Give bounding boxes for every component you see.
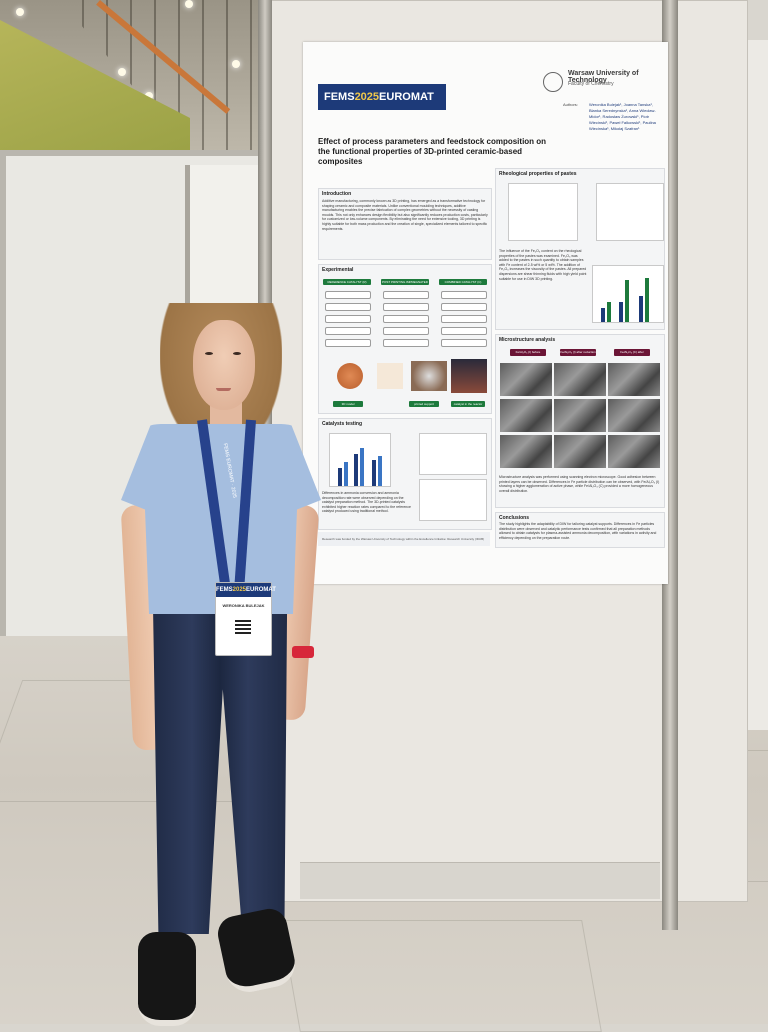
- scientific-poster: FEMS2025EUROMAT Warsaw University of Tec…: [303, 42, 668, 584]
- qr-code-icon: [235, 618, 251, 634]
- conclusions-title: Conclusions: [499, 515, 530, 521]
- rheology-text: The influence of the Fe₂O₃ content on th…: [499, 249, 587, 281]
- eye-icon: [205, 352, 213, 355]
- person-mouth: [216, 388, 231, 391]
- catalyst-line-chart-2: [419, 479, 487, 521]
- exp-label-support: printed support: [409, 401, 439, 407]
- conference-logo: FEMS2025EUROMAT: [318, 84, 446, 110]
- process-step: [383, 291, 429, 299]
- exp-column-reference: REFERENCE CATALYST (R): [323, 279, 371, 285]
- process-step: [441, 315, 487, 323]
- sem-image: [608, 363, 660, 396]
- eye-icon: [233, 352, 241, 355]
- ceiling-light: [232, 60, 240, 68]
- micro-label-after-i: Fe/Al₂O₃ (I) after reduction: [560, 349, 596, 356]
- sem-image: [500, 435, 552, 468]
- conclusions-section: Conclusions The study highlights the ada…: [495, 512, 665, 548]
- printed-support-image: [377, 363, 403, 389]
- authors-label: Authors:: [563, 102, 578, 107]
- microstructure-text: Microstructure analysis was performed us…: [499, 475, 660, 493]
- sem-image: [554, 399, 606, 432]
- process-step: [325, 327, 371, 335]
- process-step: [325, 339, 371, 347]
- ceiling-light: [16, 8, 24, 16]
- sem-image: [554, 435, 606, 468]
- badge-logo: FEMS2025EUROMAT: [216, 583, 276, 597]
- sem-image: [500, 363, 552, 396]
- sem-image: [500, 399, 552, 432]
- faculty-name: Faculty of Chemistry: [568, 81, 614, 87]
- process-step: [383, 303, 429, 311]
- sem-image: [608, 399, 660, 432]
- ceiling-light: [118, 68, 126, 76]
- rheology-title: Rheological properties of pastes: [499, 171, 577, 177]
- poster-title: Effect of process parameters and feedsto…: [318, 137, 547, 166]
- catalysts-title: Catalysts testing: [322, 421, 363, 427]
- reactor-image: [451, 359, 487, 393]
- process-step: [383, 315, 429, 323]
- microstructure-section: Microstructure analysis Fe/Al₂O₃ (I) bef…: [495, 334, 665, 508]
- sneaker-left: [138, 932, 196, 1026]
- university-name: Warsaw University of Technology: [568, 70, 639, 84]
- catalysts-section: Catalysts testing Differences in ammonia…: [318, 418, 492, 530]
- university-seal-icon: [543, 72, 563, 92]
- catalyst-bar-chart: [329, 433, 391, 487]
- catalyst-disc-image: [411, 361, 447, 391]
- process-step: [441, 291, 487, 299]
- exp-label-reactor: catalyst in the reactor: [451, 401, 485, 407]
- experimental-title: Experimental: [322, 267, 354, 273]
- rheology-chart-shear: [596, 183, 664, 241]
- catalysts-text: Differences in ammonia conversion and am…: [322, 491, 411, 514]
- rheology-section: Rheological properties of pastes The inf…: [495, 168, 665, 330]
- name-badge: FEMS2025EUROMAT WERONIKA BULEJAK: [215, 582, 276, 656]
- process-step: [383, 327, 429, 335]
- introduction-text: Additive manufacturing, commonly known a…: [322, 199, 488, 231]
- funding-note: Research was funded by the Warsaw Univer…: [318, 532, 490, 546]
- authors-list: Weronika Bulejak¹, Joanna Tanska¹, Blank…: [589, 102, 656, 131]
- sem-image: [554, 363, 606, 396]
- micro-label-after-c: Fe/Al₂O₃ (C) after reduction: [614, 349, 650, 361]
- process-step: [441, 339, 487, 347]
- board-base: [300, 862, 660, 899]
- exp-column-combined: COMBINED CATALYST (C): [439, 279, 487, 285]
- rheology-chart-viscosity: [508, 183, 578, 241]
- catalyst-line-chart-1: [419, 433, 487, 475]
- process-step: [325, 315, 371, 323]
- introduction-title: Introduction: [322, 191, 352, 197]
- rheology-bar-chart: [592, 265, 664, 323]
- microstructure-title: Microstructure analysis: [499, 337, 556, 343]
- process-step: [325, 291, 371, 299]
- process-step: [325, 303, 371, 311]
- exp-label-model: 3D model: [333, 401, 363, 407]
- ceiling-light: [185, 0, 193, 8]
- process-step: [383, 339, 429, 347]
- sem-image: [608, 435, 660, 468]
- introduction-section: Introduction Additive manufacturing, com…: [318, 188, 492, 260]
- printed-disc-image: [337, 363, 363, 389]
- process-step: [441, 327, 487, 335]
- conclusions-text: The study highlights the adaptability of…: [499, 522, 657, 540]
- smartwatch-icon: [292, 646, 314, 658]
- ceiling-light: [145, 92, 153, 100]
- person-face: [193, 320, 255, 410]
- badge-name: WERONIKA BULEJAK: [222, 603, 265, 608]
- experimental-section: Experimental REFERENCE CATALYST (R) POST…: [318, 264, 492, 414]
- exp-column-impregnated: POST PRINTING IMPREGNATED CATALYST (I): [381, 279, 429, 290]
- micro-label-before: Fe/Al₂O₃ (I) before reduction: [510, 349, 546, 361]
- process-step: [441, 303, 487, 311]
